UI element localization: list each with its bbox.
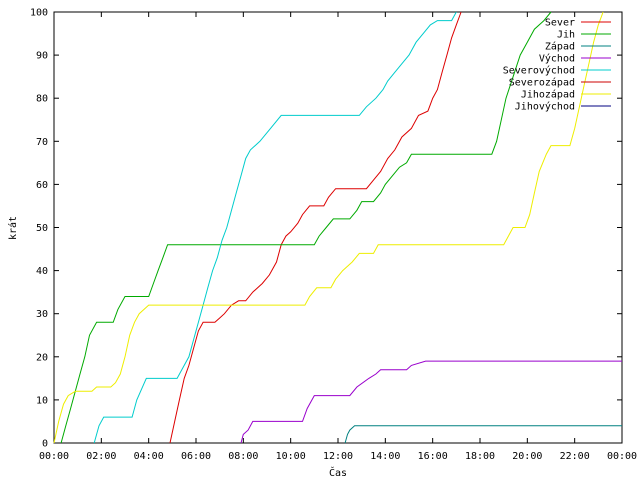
y-tick-label: 90: [36, 51, 48, 62]
x-tick-label: 16:00: [418, 451, 448, 462]
x-tick-label: 20:00: [512, 451, 542, 462]
x-tick-label: 00:00: [607, 451, 637, 462]
legend-label: Východ: [539, 53, 575, 65]
x-axis-label: Čas: [329, 466, 347, 479]
legend-label: Jihovýchod: [515, 101, 575, 113]
x-tick-label: 12:00: [323, 451, 353, 462]
axis-ticks: 0 10 20 30 40 50 60 70 80 90 100 00:00 02:00 04:00 06:…: [30, 8, 637, 463]
y-tick-label: 100: [30, 8, 48, 19]
series-line-jih: [60, 11, 552, 444]
y-tick-label: 10: [36, 395, 48, 406]
y-tick-label: 30: [36, 309, 48, 320]
legend-label: Jihozápad: [521, 89, 575, 101]
y-tick-label: 70: [36, 137, 48, 148]
x-tick-label: 18:00: [465, 451, 495, 462]
legend-label: Sever: [545, 18, 575, 29]
x-tick-label: 22:00: [560, 451, 590, 462]
y-tick-label: 60: [36, 180, 48, 191]
x-tick-label: 08:00: [228, 451, 258, 462]
y-tick-label: 0: [42, 439, 48, 450]
x-tick-label: 04:00: [134, 451, 164, 462]
x-tick-label: 10:00: [276, 451, 306, 462]
series-line-sever: [169, 11, 462, 444]
x-tick-label: 06:00: [181, 451, 211, 462]
legend-label: Jih: [557, 30, 575, 41]
legend: SeverJihZápadVýchodSeverovýchodSeverozáp…: [503, 18, 611, 113]
y-tick-label: 50: [36, 223, 48, 234]
series-line-východ: [240, 360, 622, 444]
legend-label: Severovýchod: [503, 65, 575, 77]
legend-label: Severozápad: [509, 77, 575, 89]
series-lines: [53, 11, 622, 444]
series-line-severovýchod: [93, 11, 457, 444]
x-tick-label: 14:00: [370, 451, 400, 462]
legend-label: Západ: [545, 41, 575, 53]
x-tick-label: 00:00: [39, 451, 69, 462]
y-axis-label: krát: [7, 216, 19, 240]
x-tick-label: 02:00: [86, 451, 116, 462]
series-line-západ: [344, 425, 622, 444]
y-tick-label: 20: [36, 352, 48, 363]
series-line-jihozápad: [53, 11, 604, 444]
y-tick-label: 40: [36, 266, 48, 277]
y-tick-label: 80: [36, 94, 48, 105]
